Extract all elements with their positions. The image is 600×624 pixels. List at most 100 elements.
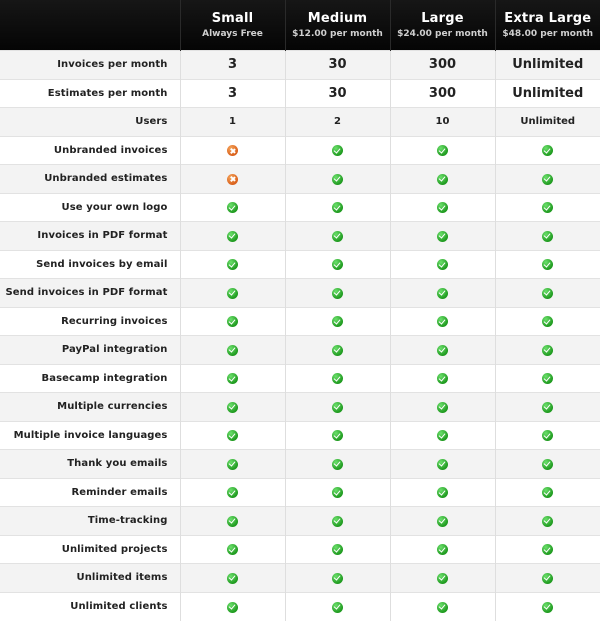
check-icon: [437, 202, 448, 214]
check-icon: [332, 230, 343, 242]
feature-row: Multiple currencies: [0, 392, 600, 421]
cross-icon: [227, 173, 238, 185]
feature-cell: [284, 135, 390, 165]
check-icon: [227, 544, 238, 556]
feature-row: Estimates per month 3 30 300 Unlimited: [0, 78, 600, 108]
check-icon: [227, 487, 238, 499]
feature-label: Unbranded invoices: [0, 135, 180, 165]
feature-cell: [389, 249, 495, 279]
check-icon: [332, 544, 343, 556]
check-icon: [227, 458, 238, 470]
feature-cell: [494, 135, 600, 165]
feature-cell: [494, 306, 600, 336]
cross-icon: [227, 145, 238, 157]
check-icon: [332, 173, 343, 185]
plan-name: Extra Large: [504, 11, 592, 26]
plan-header-extra-large: Extra Large $48.00 per month: [494, 0, 600, 51]
feature-row: Multiple invoice languages: [0, 420, 600, 450]
feature-row: Thank you emails: [0, 449, 600, 478]
feature-cell: [284, 534, 390, 564]
feature-column-header: [0, 0, 180, 51]
feature-cell: [179, 506, 285, 535]
feature-value: 300: [389, 50, 495, 79]
feature-row: Unbranded estimates: [0, 164, 600, 193]
feature-value: 1: [179, 107, 285, 136]
feature-cell: [284, 192, 390, 222]
plan-price: $12.00 per month: [292, 29, 383, 39]
feature-label: Unlimited clients: [0, 591, 180, 621]
feature-label: Time-tracking: [0, 506, 180, 535]
feature-cell: [389, 335, 495, 364]
feature-value: 3: [179, 78, 285, 108]
feature-cell: [179, 221, 285, 250]
feature-label: Multiple invoice languages: [0, 420, 180, 450]
check-icon: [437, 373, 448, 385]
check-icon: [332, 259, 343, 271]
check-icon: [227, 572, 238, 584]
plan-name: Large: [421, 11, 464, 26]
feature-row: Reminder emails: [0, 477, 600, 507]
check-icon: [542, 373, 554, 385]
check-icon: [542, 515, 554, 527]
check-icon: [437, 544, 448, 556]
check-icon: [542, 259, 554, 271]
check-icon: [437, 344, 448, 356]
check-icon: [332, 572, 343, 584]
check-icon: [227, 202, 238, 214]
feature-cell: [284, 477, 390, 507]
check-icon: [227, 515, 238, 527]
feature-cell: [284, 278, 390, 307]
feature-cell: [284, 164, 390, 193]
check-icon: [227, 316, 238, 328]
feature-cell: [179, 449, 285, 478]
plan-price: Always Free: [202, 29, 263, 39]
check-icon: [542, 430, 554, 442]
feature-cell: [389, 221, 495, 250]
check-icon: [227, 373, 238, 385]
plan-header-medium: Medium $12.00 per month: [284, 0, 390, 51]
check-icon: [332, 145, 343, 157]
feature-cell: [494, 563, 600, 592]
check-icon: [437, 259, 448, 271]
feature-cell: [494, 392, 600, 421]
feature-label: PayPal integration: [0, 335, 180, 364]
feature-row: Unlimited projects: [0, 534, 600, 564]
feature-label: Users: [0, 107, 180, 136]
feature-cell: [179, 135, 285, 165]
feature-value: 10: [389, 107, 495, 136]
feature-cell: [179, 563, 285, 592]
feature-cell: [494, 477, 600, 507]
feature-row: Use your own logo: [0, 192, 600, 222]
feature-cell: [494, 192, 600, 222]
feature-cell: [284, 363, 390, 393]
feature-cell: [389, 278, 495, 307]
feature-label: Invoices per month: [0, 50, 180, 79]
feature-label: Send invoices in PDF format: [0, 278, 180, 307]
check-icon: [542, 487, 554, 499]
check-icon: [542, 344, 554, 356]
feature-cell: [284, 392, 390, 421]
feature-cell: [389, 477, 495, 507]
feature-value: 30: [284, 50, 390, 79]
feature-cell: [494, 278, 600, 307]
feature-row: Unbranded invoices: [0, 135, 600, 165]
feature-row: Send invoices by email: [0, 249, 600, 279]
check-icon: [437, 601, 448, 613]
check-icon: [437, 173, 448, 185]
feature-cell: [494, 534, 600, 564]
feature-value: 300: [389, 78, 495, 108]
feature-label: Recurring invoices: [0, 306, 180, 336]
feature-cell: [284, 449, 390, 478]
check-icon: [542, 601, 554, 613]
feature-cell: [389, 306, 495, 336]
plan-name: Small: [211, 11, 254, 26]
feature-cell: [494, 221, 600, 250]
feature-cell: [494, 420, 600, 450]
feature-cell: [179, 420, 285, 450]
feature-cell: [494, 363, 600, 393]
check-icon: [437, 430, 448, 442]
check-icon: [437, 487, 448, 499]
check-icon: [542, 316, 554, 328]
check-icon: [227, 601, 238, 613]
